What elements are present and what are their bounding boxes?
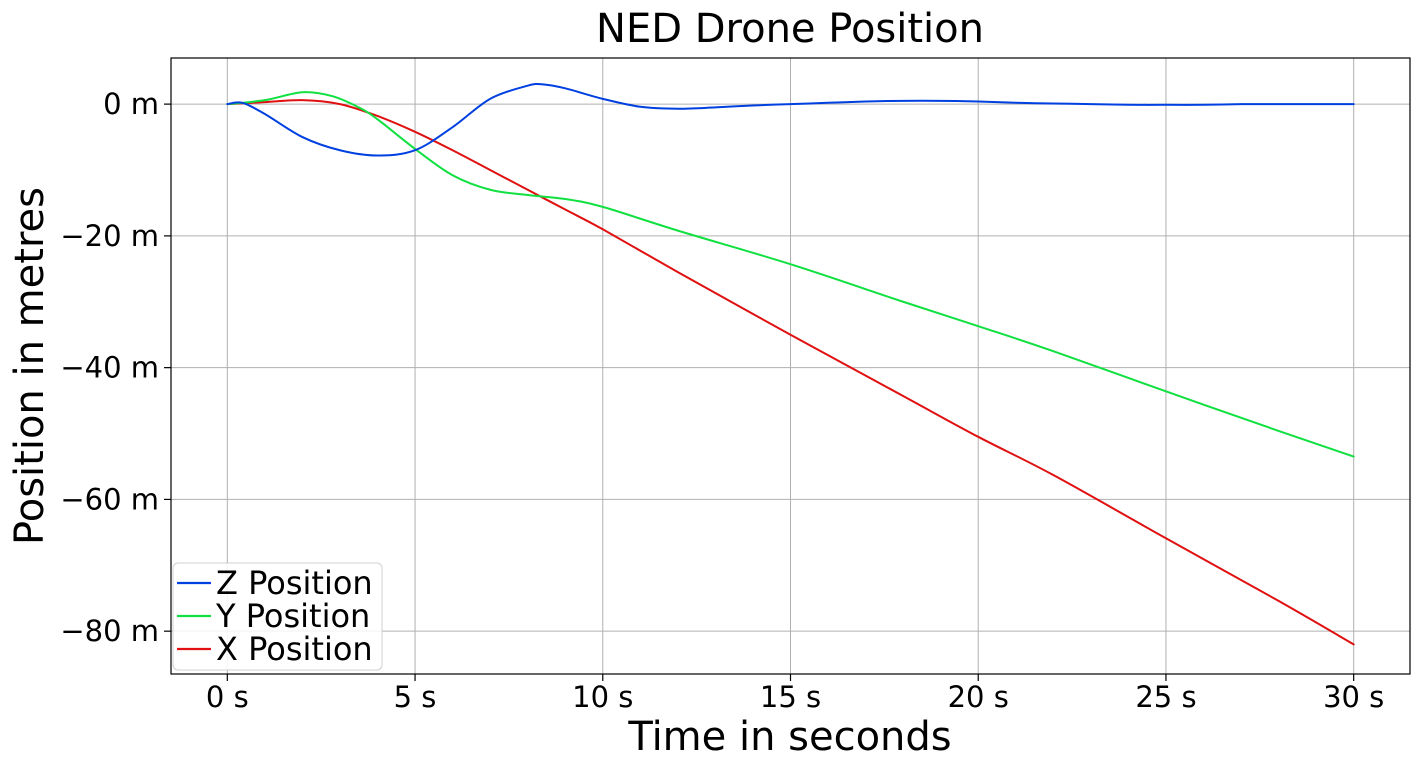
legend-box [172, 562, 383, 671]
x-tick-label: 5 s [394, 680, 437, 714]
legend-label: X Position [216, 630, 373, 668]
x-tick-label: 30 s [1323, 680, 1384, 714]
grid [171, 58, 1410, 674]
chart-title: NED Drone Position [596, 6, 984, 52]
x-axis-title: Time in seconds [627, 714, 951, 760]
y-tick-label: −40 m [60, 351, 159, 385]
legend-label: Y Position [215, 597, 370, 635]
x-axis: 0 s 5 s 10 s 15 s 20 s 25 s 30 s [206, 674, 1384, 714]
series-lines [226, 82, 1355, 646]
x-tick-label: 0 s [206, 680, 249, 714]
y-tick-label: −20 m [60, 219, 159, 253]
y-axis-title: Position in metres [7, 187, 53, 545]
x-tick-label: 15 s [760, 680, 821, 714]
x-tick-label: 25 s [1135, 680, 1196, 714]
x-tick-label: 10 s [572, 680, 633, 714]
y-tick-label: 0 m [103, 87, 159, 121]
x-tick-label: 20 s [948, 680, 1009, 714]
series-line-y-position [226, 91, 1355, 458]
y-tick-label: −60 m [60, 482, 159, 516]
y-tick-label: −80 m [60, 614, 159, 648]
y-axis: 0 m −20 m −40 m −60 m −80 m [60, 87, 171, 648]
legend-label: Z Position [216, 564, 373, 602]
series-line-z-position [226, 82, 1355, 157]
series-line-x-position [226, 99, 1355, 646]
